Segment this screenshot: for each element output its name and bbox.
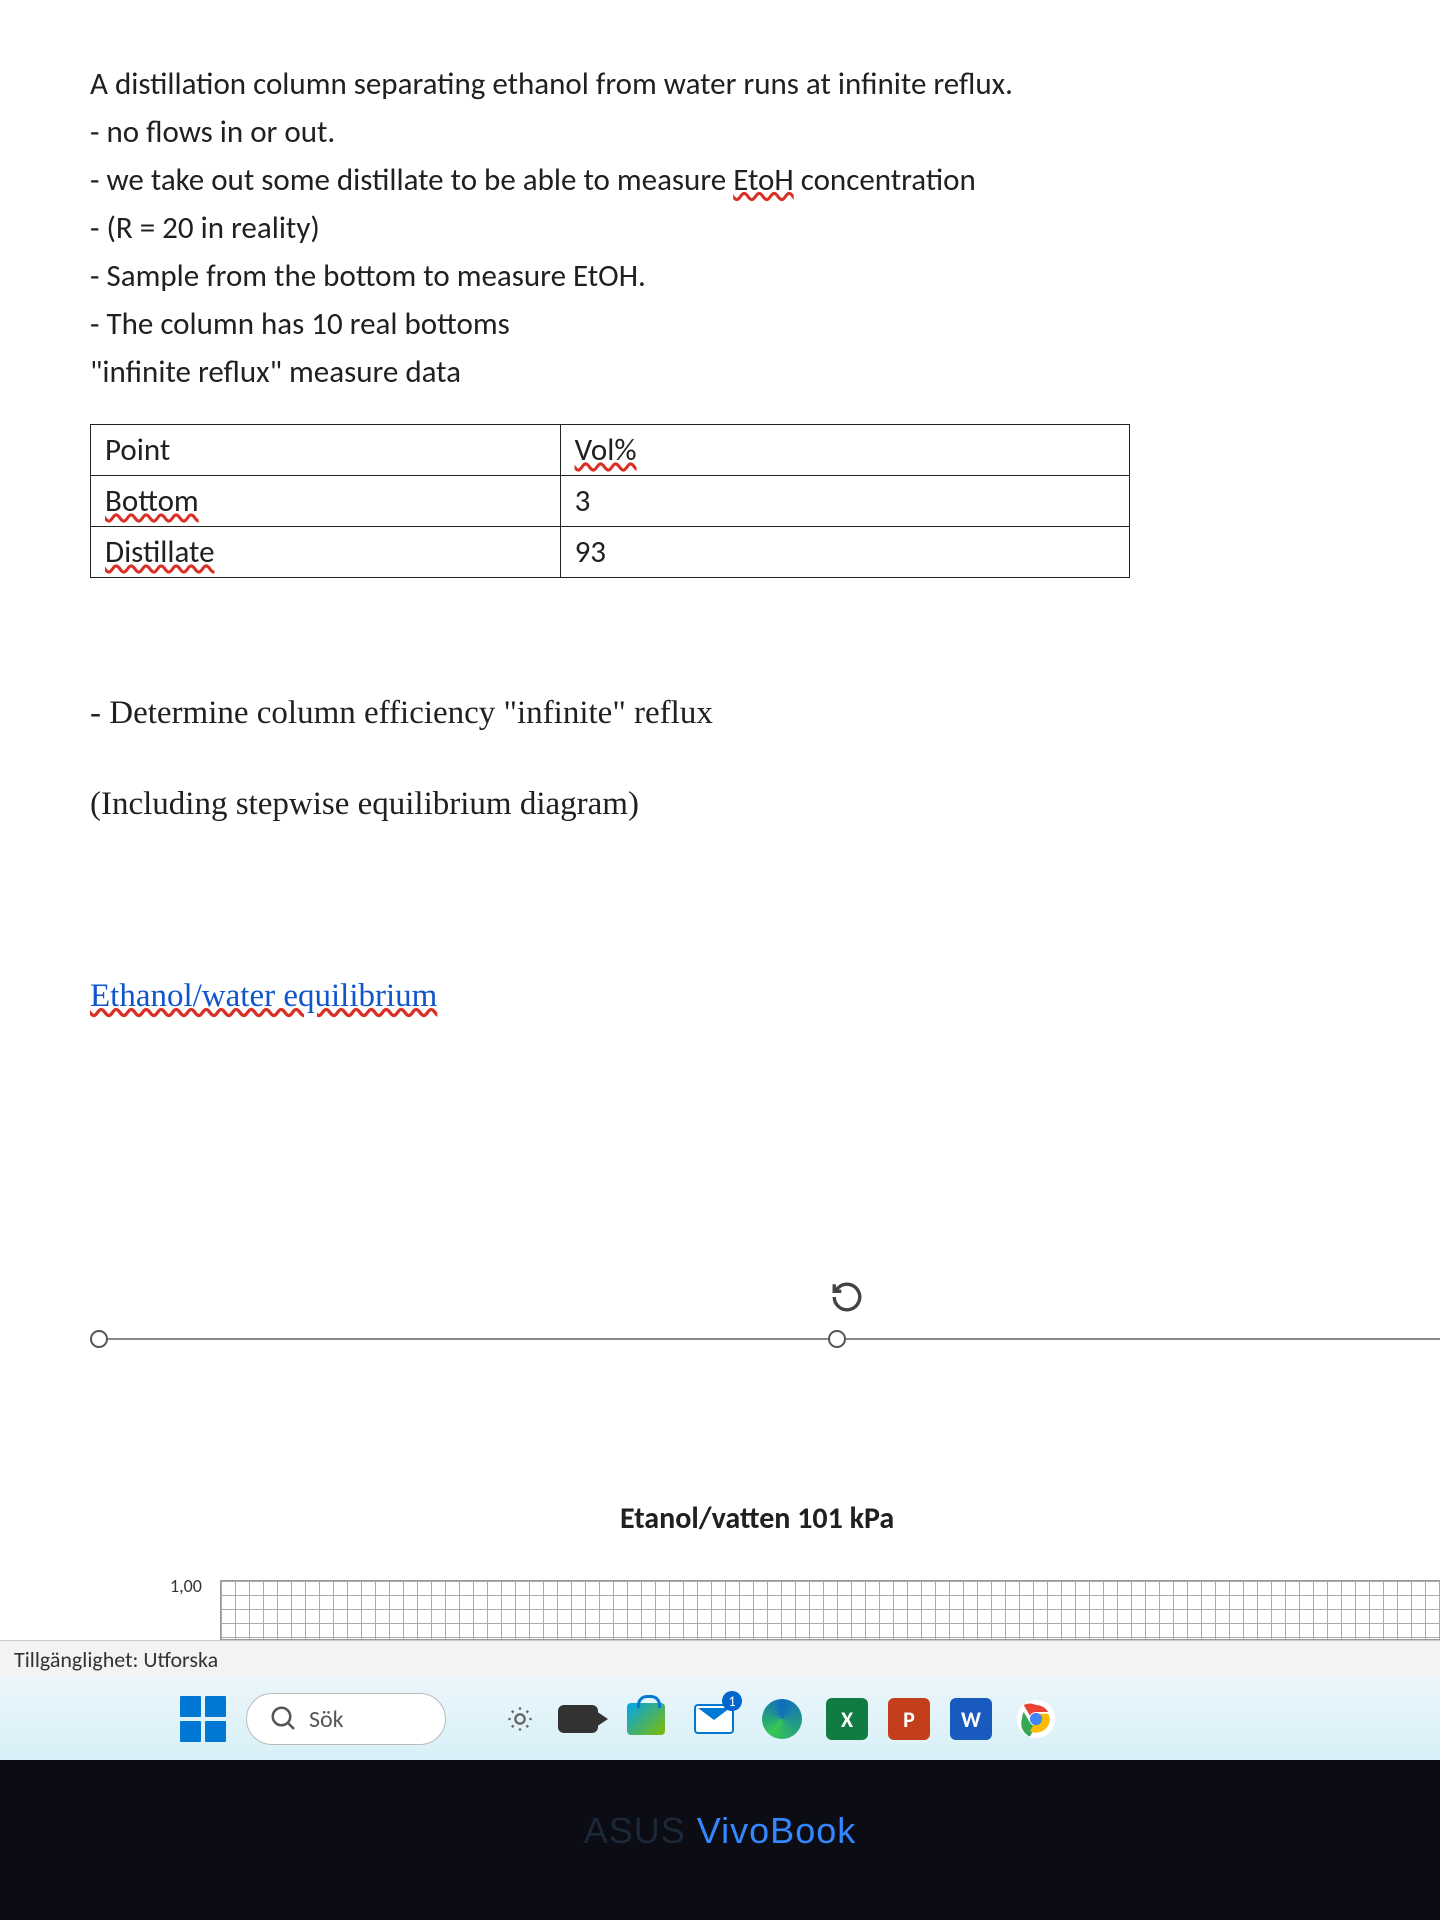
mail-badge: 1 [722,1691,742,1711]
break-handle-left[interactable] [90,1330,108,1348]
col-header: Point [91,425,561,476]
mail-app-icon[interactable]: 1 [690,1695,738,1743]
y-axis-tick: 1,00 [170,1575,202,1597]
doc-line: - Sample from the bottom to measure EtOH… [90,252,1350,300]
laptop-bezel: ASUS VivoBook [0,1760,1440,1920]
table-cell: 93 [560,527,1129,578]
doc-line: - The column has 10 real bottoms [90,300,1350,348]
word-app-icon[interactable]: W [950,1698,992,1740]
table-cell: Bottom [91,476,561,527]
task-line: - Determine column efficiency "infinite"… [90,688,1350,739]
chrome-app-icon[interactable] [1012,1695,1060,1743]
status-bar[interactable]: Tillgänglighet: Utforska [0,1640,1440,1678]
table-cell: 3 [560,476,1129,527]
col-header: Vol% [560,425,1129,476]
doc-line: A distillation column separating ethanol… [90,60,1350,108]
equilibrium-link[interactable]: Ethanol/water equilibrium [90,971,1350,1022]
start-button[interactable] [180,1696,226,1742]
refresh-icon[interactable] [830,1280,864,1324]
section-break [90,1330,1440,1348]
accessibility-status[interactable]: Tillgänglighet: Utforska [14,1646,218,1673]
taskbar-search[interactable]: Sök [246,1693,446,1745]
search-placeholder: Sök [309,1705,344,1734]
weather-icon[interactable] [506,1705,534,1733]
doc-line: - we take out some distillate to be able… [90,156,1350,204]
doc-line: - (R = 20 in reality) [90,204,1350,252]
table-row: Distillate 93 [91,527,1130,578]
doc-line: - no flows in or out. [90,108,1350,156]
spellcheck-term[interactable]: EtoH [733,161,794,199]
camera-app-icon[interactable] [554,1695,602,1743]
chart-grid [220,1580,1440,1640]
excel-app-icon[interactable]: X [826,1698,868,1740]
break-handle-right[interactable] [828,1330,846,1348]
chart-title: Etanol/vatten 101 kPa [620,1500,894,1537]
document-page: A distillation column separating ethanol… [0,0,1440,1760]
bezel-brand: ASUS VivoBook [584,1810,856,1852]
task-line: (Including stepwise equilibrium diagram) [90,779,1350,830]
doc-line: "infinite reflux" measure data [90,348,1350,396]
table-row: Bottom 3 [91,476,1130,527]
data-table: Point Vol% Bottom 3 Distillate 93 [90,424,1130,578]
edge-app-icon[interactable] [758,1695,806,1743]
table-cell: Distillate [91,527,561,578]
table-row: Point Vol% [91,425,1130,476]
powerpoint-app-icon[interactable]: P [888,1698,930,1740]
search-icon [269,1704,299,1734]
store-app-icon[interactable] [622,1695,670,1743]
taskbar: Sök 1 X P W [0,1678,1440,1760]
